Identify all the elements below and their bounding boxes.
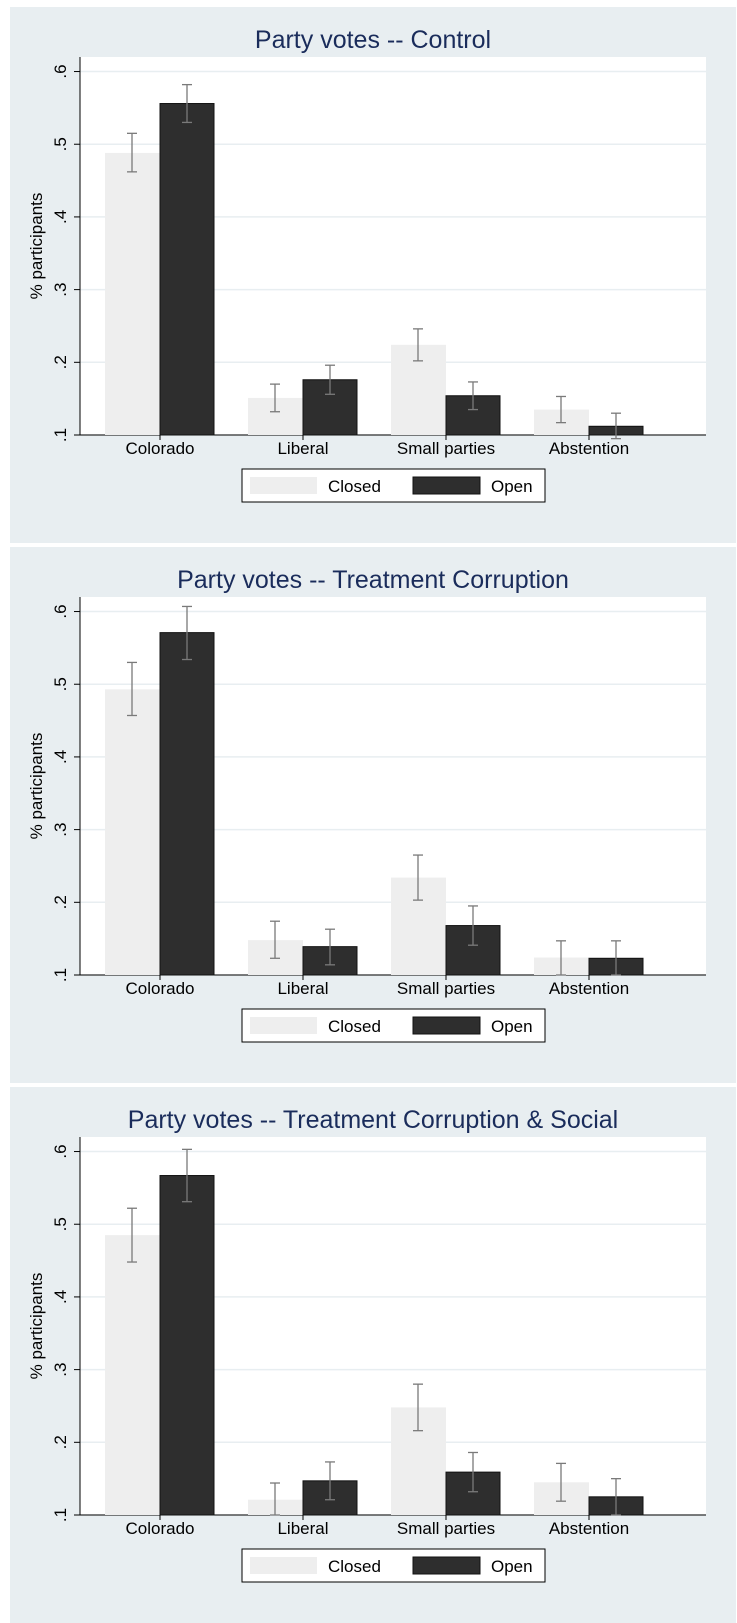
legend: Closed Open [242, 1009, 545, 1042]
y-tick-label: .3 [51, 1363, 70, 1377]
bar-open-colorado [160, 633, 214, 975]
y-tick-label: .4 [51, 1290, 70, 1304]
x-tick-label: Abstention [549, 439, 629, 458]
y-tick-label: .4 [51, 750, 70, 764]
x-tick-label: Colorado [126, 1519, 195, 1538]
bar-open-colorado [160, 104, 214, 435]
bar-closed-colorado [105, 689, 160, 975]
legend-swatch-open [413, 477, 480, 494]
chart-control: Party votes -- Control .1 .2 .3 .4 .5 .6 % part… [10, 7, 736, 543]
x-tick-label: Small parties [397, 1519, 495, 1538]
y-tick-label: .3 [51, 283, 70, 297]
chart-title: Party votes -- Treatment Corruption [177, 566, 569, 594]
chart-title: Party votes -- Control [255, 26, 491, 54]
y-axis-label: % participants [27, 1273, 46, 1380]
y-tick-label: .5 [51, 1217, 70, 1231]
y-tick-label: .2 [51, 355, 70, 369]
y-axis-label: % participants [27, 733, 46, 840]
y-tick-label: .5 [51, 677, 70, 691]
bar-closed-colorado [105, 1235, 160, 1515]
legend: Closed Open [242, 1549, 545, 1582]
x-tick-label: Abstention [549, 979, 629, 998]
legend-label-open: Open [491, 1557, 533, 1576]
x-tick-label: Liberal [277, 979, 328, 998]
bar-open-colorado [160, 1176, 214, 1515]
legend-label-closed: Closed [328, 1557, 381, 1576]
x-tick-label: Small parties [397, 979, 495, 998]
x-tick-label: Liberal [277, 439, 328, 458]
x-tick-label: Colorado [126, 439, 195, 458]
legend-label-open: Open [491, 477, 533, 496]
y-tick-label: .1 [51, 428, 70, 442]
legend-swatch-closed [250, 1557, 317, 1574]
chart-title: Party votes -- Treatment Corruption & So… [128, 1106, 618, 1134]
legend-label-open: Open [491, 1017, 533, 1036]
y-tick-label: .6 [51, 604, 70, 618]
y-tick-label: .6 [51, 64, 70, 78]
y-tick-label: .2 [51, 895, 70, 909]
y-tick-label: .5 [51, 137, 70, 151]
y-tick-label: .6 [51, 1144, 70, 1158]
x-tick-label: Liberal [277, 1519, 328, 1538]
y-tick-label: .1 [51, 968, 70, 982]
y-tick-label: .2 [51, 1435, 70, 1449]
legend-swatch-closed [250, 1017, 317, 1034]
chart-treatment-corruption: Party votes -- Treatment Corruption .1 .2.… [10, 547, 736, 1083]
chart-panel-control: Party votes -- Control .1 .2 .3 .4 .5 .6 % part… [10, 7, 736, 543]
x-tick-label: Small parties [397, 439, 495, 458]
y-tick-label: .3 [51, 823, 70, 837]
legend-label-closed: Closed [328, 1017, 381, 1036]
legend-swatch-closed [250, 477, 317, 494]
legend-label-closed: Closed [328, 477, 381, 496]
legend: Closed Open [242, 469, 545, 502]
x-tick-label: Colorado [126, 979, 195, 998]
bar-closed-colorado [105, 153, 160, 435]
chart-treatment-corruption-social: Party votes -- Treatment Corruption & So… [10, 1087, 736, 1620]
legend-swatch-open [413, 1557, 480, 1574]
chart-panel-treatment-corruption-social: Party votes -- Treatment Corruption & So… [10, 1087, 736, 1623]
y-tick-label: .4 [51, 210, 70, 224]
y-tick-label: .1 [51, 1508, 70, 1522]
y-axis-label: % participants [27, 193, 46, 300]
chart-panel-treatment-corruption: Party votes -- Treatment Corruption .1 .2.… [10, 547, 736, 1083]
legend-swatch-open [413, 1017, 480, 1034]
x-tick-label: Abstention [549, 1519, 629, 1538]
